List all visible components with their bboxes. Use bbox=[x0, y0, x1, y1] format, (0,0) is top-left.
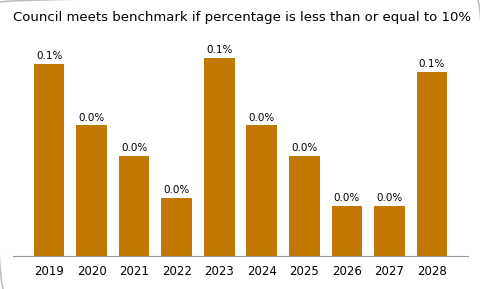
Text: 0.0%: 0.0% bbox=[163, 185, 190, 195]
Text: 0.1%: 0.1% bbox=[36, 51, 62, 61]
Text: 0.0%: 0.0% bbox=[121, 143, 147, 153]
Text: 0.0%: 0.0% bbox=[290, 143, 317, 153]
Text: 0.1%: 0.1% bbox=[205, 45, 232, 55]
Bar bbox=[416, 72, 446, 256]
Bar bbox=[373, 206, 404, 256]
Text: 0.0%: 0.0% bbox=[333, 193, 359, 203]
Text: 0.0%: 0.0% bbox=[248, 112, 274, 123]
Bar bbox=[246, 125, 276, 256]
Bar bbox=[76, 125, 107, 256]
Bar bbox=[204, 58, 234, 256]
Text: 0.0%: 0.0% bbox=[78, 112, 105, 123]
Bar bbox=[288, 156, 319, 256]
Bar bbox=[34, 64, 64, 256]
Bar bbox=[161, 198, 192, 256]
Text: Council meets benchmark if percentage is less than or equal to 10%: Council meets benchmark if percentage is… bbox=[13, 11, 470, 24]
Bar bbox=[119, 156, 149, 256]
Bar bbox=[331, 206, 361, 256]
Text: 0.1%: 0.1% bbox=[418, 59, 444, 69]
Text: 0.0%: 0.0% bbox=[375, 193, 402, 203]
